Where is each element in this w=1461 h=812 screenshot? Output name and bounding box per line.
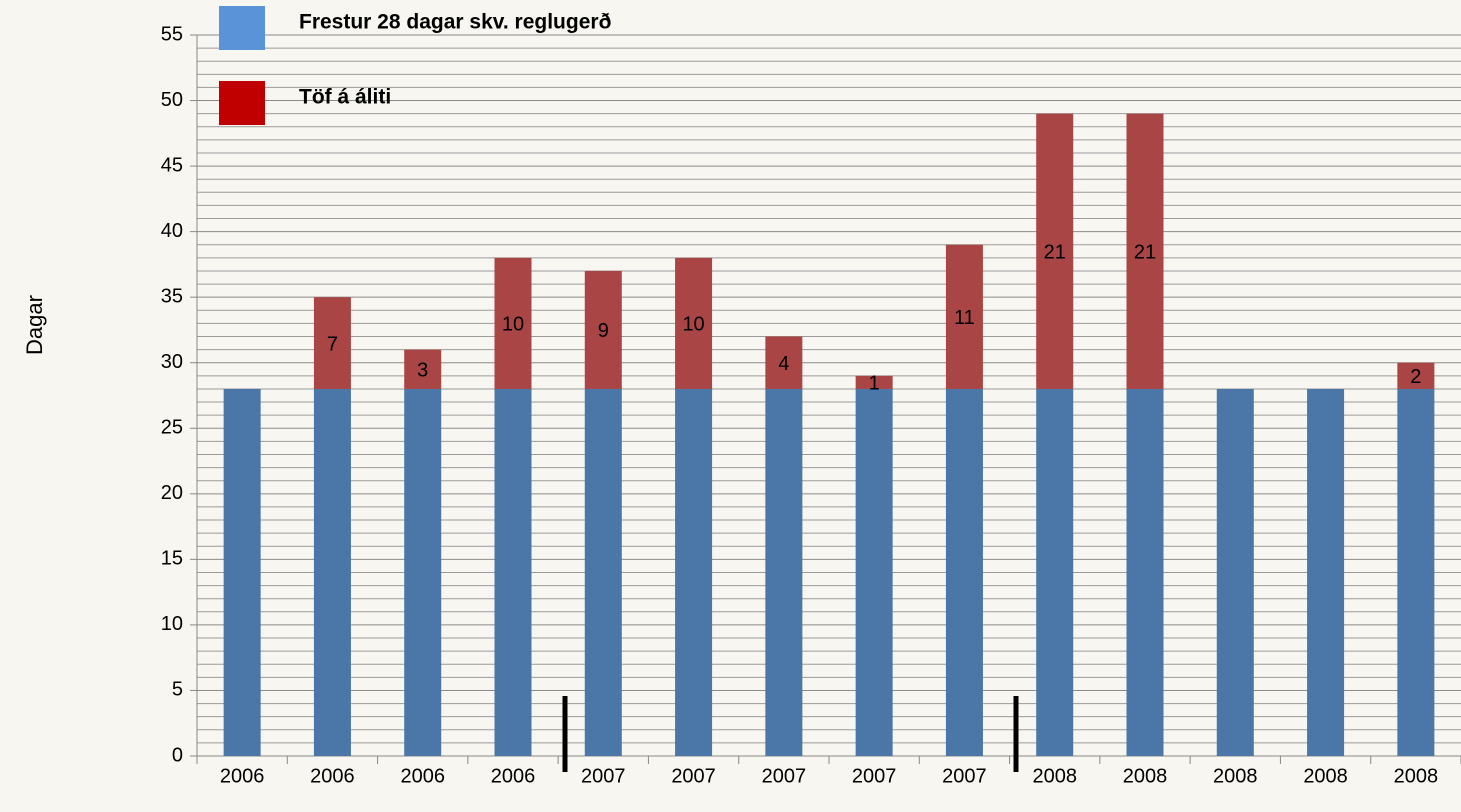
- x-tick-label: 2007: [671, 765, 716, 787]
- y-tick-label: 25: [161, 417, 183, 439]
- x-tick-label: 2007: [852, 765, 897, 787]
- bar-segment: [404, 388, 442, 756]
- data-label: 1: [869, 373, 880, 395]
- x-tick-label: 2008: [1123, 765, 1168, 787]
- bar-segment: [675, 257, 713, 389]
- x-tick-label: 2008: [1032, 765, 1077, 787]
- legend-label: Frestur 28 dagar skv. reglugerð: [299, 11, 611, 34]
- x-tick-label: 2007: [581, 765, 626, 787]
- y-tick-label: 40: [161, 220, 183, 242]
- y-tick-label: 15: [161, 548, 183, 570]
- bar-segment: [1216, 388, 1254, 756]
- bar-segment: [1126, 388, 1164, 756]
- bar-segment: [1036, 388, 1074, 756]
- y-axis-label: Dagar: [22, 295, 47, 355]
- bar-segment: [1397, 388, 1435, 756]
- data-label: 21: [1044, 242, 1066, 264]
- bar-segment: [855, 375, 893, 389]
- y-tick-label: 45: [161, 154, 183, 176]
- bar-segment: [1307, 388, 1345, 756]
- bar-segment: [765, 388, 803, 756]
- legend-swatch: [219, 81, 265, 125]
- x-tick-label: 2006: [310, 765, 355, 787]
- data-label: 2: [1410, 366, 1421, 388]
- legend-label: Töf á áliti: [299, 86, 391, 109]
- bar-segment: [223, 388, 261, 756]
- bar-segment: [494, 257, 532, 389]
- y-tick-label: 5: [172, 679, 183, 701]
- bar-segment: [404, 349, 442, 389]
- data-label: 10: [502, 314, 524, 336]
- x-tick-label: 2006: [220, 765, 265, 787]
- bar-segment: [945, 388, 983, 756]
- bar-segment: [584, 270, 622, 389]
- bar-segment: [1036, 113, 1074, 389]
- data-label: 3: [417, 360, 428, 382]
- bar-segment: [1126, 113, 1164, 389]
- bar-segment: [313, 297, 351, 389]
- x-tick-label: 2007: [942, 765, 987, 787]
- y-tick-label: 10: [161, 613, 183, 635]
- x-tick-label: 2008: [1394, 765, 1439, 787]
- x-tick-label: 2007: [762, 765, 807, 787]
- bar-segment: [945, 244, 983, 389]
- x-tick-label: 2008: [1303, 765, 1348, 787]
- bar-segment: [313, 388, 351, 756]
- x-tick-label: 2006: [400, 765, 445, 787]
- y-tick-label: 30: [161, 351, 183, 373]
- y-tick-label: 20: [161, 482, 183, 504]
- legend-swatch: [219, 6, 265, 50]
- bar-segment: [584, 388, 622, 756]
- x-tick-label: 2008: [1213, 765, 1258, 787]
- data-label: 7: [327, 333, 338, 355]
- marks: 2006 2006 7 2006 3 2006 10 2007 9 2007 10 2007 4 2007…: [219, 6, 1438, 787]
- y-tick-label: 55: [161, 23, 183, 45]
- data-label: 4: [778, 353, 789, 375]
- y-tick-label: 0: [172, 744, 183, 766]
- y-tick-label: 50: [161, 89, 183, 111]
- y-tick-label: 35: [161, 285, 183, 307]
- bar-segment: [675, 388, 713, 756]
- bar-segment: [855, 388, 893, 756]
- data-label: 10: [682, 314, 704, 336]
- data-label: 11: [954, 307, 975, 329]
- data-label: 21: [1134, 242, 1156, 264]
- bar-segment: [765, 336, 803, 389]
- bar-segment: [494, 388, 532, 756]
- data-label: 9: [598, 320, 609, 342]
- x-tick-label: 2006: [491, 765, 536, 787]
- bar-segment: [1397, 362, 1435, 389]
